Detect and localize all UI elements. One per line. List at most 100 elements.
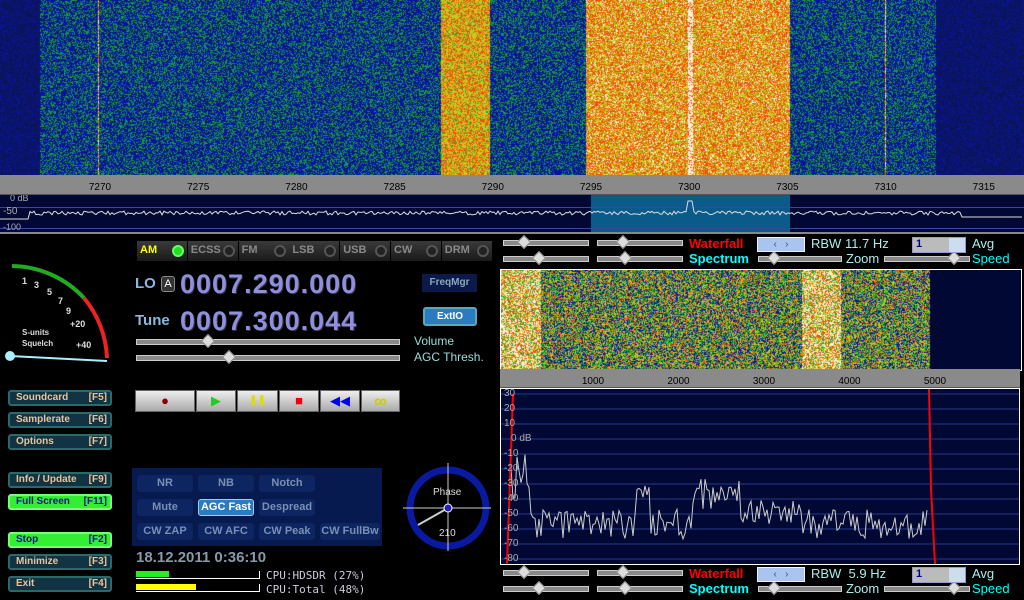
af-filter-edge[interactable] (506, 393, 514, 564)
stop-button[interactable]: ■ (279, 390, 319, 412)
button-label: Full Screen (16, 496, 70, 507)
agc-threshold-slider[interactable] (136, 349, 400, 365)
af-spectrum[interactable]: 30 20 10 0 dB -10 -20 -30 -40 -50 -60 -70 -80 (500, 388, 1020, 565)
avg-select[interactable]: 1 (912, 237, 966, 253)
spectrum-brightness-slider[interactable] (597, 580, 683, 596)
speed-label: Speed (972, 251, 1010, 266)
slider-knob[interactable] (516, 564, 532, 580)
slider-knob[interactable] (617, 580, 633, 596)
db-label: -10 (504, 448, 519, 459)
mode-led-icon (426, 245, 438, 257)
waterfall-contrast-slider[interactable] (503, 234, 589, 250)
rbw-stepper[interactable]: ‹ › (757, 237, 805, 252)
side-button-stop[interactable]: Stop [F2] (8, 532, 112, 548)
dsp-button-despread[interactable]: Despread (259, 499, 315, 516)
db-label: -30 (504, 478, 519, 489)
zoom-slider[interactable] (758, 250, 842, 266)
agc-label: AGC Thresh. (414, 350, 484, 364)
slider-knob[interactable] (766, 250, 782, 266)
spectrum-label: Spectrum (689, 581, 749, 596)
zoom-slider[interactable] (758, 580, 842, 596)
waterfall-brightness-slider[interactable] (597, 234, 683, 250)
frequency-tick-label: 7300 (678, 182, 701, 193)
side-button-options[interactable]: Options [F7] (8, 434, 112, 450)
tune-frequency[interactable]: 0007.300.044 (180, 306, 358, 336)
spectrum-brightness-slider[interactable] (597, 250, 683, 266)
avg-value: 1 (916, 568, 923, 580)
rf-frequency-axis[interactable]: 7270 7275 7280 7285 7290 7295 7300 7305 7310 7315 (0, 175, 1024, 195)
slider-knob[interactable] (531, 580, 547, 596)
side-button-info-update[interactable]: Info / Update [F9] (8, 472, 112, 488)
play-button[interactable]: ▶ (196, 390, 236, 412)
avg-label: Avg (972, 566, 995, 581)
mode-led-icon (273, 245, 286, 257)
mode-button-ecss[interactable]: ECSS (187, 241, 238, 261)
loop-button[interactable]: ∞ (361, 390, 400, 412)
af-waterfall[interactable] (500, 269, 1022, 371)
waterfall-brightness-slider[interactable] (597, 564, 683, 580)
db-label: -70 (504, 538, 519, 549)
dsp-button-agc-fast[interactable]: AGC Fast (198, 499, 254, 516)
volume-slider[interactable] (136, 333, 400, 349)
spectrum-contrast-slider[interactable] (503, 580, 589, 596)
mode-button-fm[interactable]: FM (238, 241, 289, 261)
mode-button-usb[interactable]: USB (340, 241, 391, 261)
button-label: Minimize (16, 556, 59, 567)
af-filter-edge[interactable] (928, 389, 936, 564)
smeter-scale: 5 (47, 287, 53, 297)
waterfall-contrast-slider[interactable] (503, 564, 589, 580)
slider-knob[interactable] (615, 234, 631, 250)
side-button-soundcard[interactable]: Soundcard [F5] (8, 390, 112, 406)
slider-knob[interactable] (516, 234, 532, 250)
side-button-minimize[interactable]: Minimize [F3] (8, 554, 112, 570)
rf-spectrum[interactable]: 0 dB -50 -100 (0, 195, 1024, 234)
side-button-samplerate[interactable]: Samplerate [F6] (8, 412, 112, 428)
pause-button[interactable]: ❚❚ (237, 390, 278, 412)
spectrum-label: Spectrum (689, 251, 749, 266)
lo-lock-badge[interactable]: A (161, 276, 175, 292)
dsp-button-cw-fullbw[interactable]: CW FullBw (320, 523, 380, 540)
speed-slider[interactable] (884, 580, 970, 596)
slider-knob[interactable] (766, 580, 782, 596)
mode-led-icon (222, 245, 235, 257)
mode-label: ECSS (190, 244, 221, 256)
freqmgr-button[interactable]: FreqMgr (422, 274, 477, 292)
dsp-button-nb[interactable]: NB (198, 475, 254, 492)
rf-waterfall[interactable] (0, 0, 1024, 175)
cpu-total-bar (136, 584, 260, 592)
dsp-button-notch[interactable]: Notch (259, 475, 315, 492)
slider-knob[interactable] (946, 250, 962, 266)
button-label: Info / Update (16, 474, 77, 485)
slider-knob[interactable] (531, 250, 547, 266)
mode-button-drm[interactable]: DRM (441, 241, 492, 261)
record-button[interactable]: ● (135, 390, 195, 412)
dsp-button-cw-zap[interactable]: CW ZAP (137, 523, 193, 540)
slider-knob[interactable] (615, 564, 631, 580)
dsp-button-cw-afc[interactable]: CW AFC (198, 523, 254, 540)
extio-button[interactable]: ExtIO (423, 307, 477, 326)
af-frequency-axis[interactable]: 1000 2000 3000 4000 5000 (500, 369, 1020, 388)
dsp-button-mute[interactable]: Mute (137, 499, 193, 516)
db-label: 0 dB (10, 195, 29, 203)
spectrum-contrast-slider[interactable] (503, 250, 589, 266)
slider-knob[interactable] (946, 580, 962, 596)
db-label: 20 (504, 403, 516, 414)
side-button-exit[interactable]: Exit [F4] (8, 576, 112, 592)
squelch-handle[interactable] (5, 351, 15, 361)
smeter-scale: 7 (58, 296, 64, 306)
speed-slider[interactable] (884, 250, 970, 266)
avg-select[interactable]: 1 (912, 567, 966, 583)
rewind-button[interactable]: ◀◀ (320, 390, 360, 412)
lo-frequency[interactable]: 0007.290.000 (180, 269, 358, 299)
mode-label: DRM (444, 244, 470, 256)
dsp-button-nr[interactable]: NR (137, 475, 193, 492)
slider-knob[interactable] (617, 250, 633, 266)
button-shortcut: [F4] (88, 578, 107, 589)
rbw-stepper[interactable]: ‹ › (757, 567, 805, 582)
mode-button-lsb[interactable]: LSB (289, 241, 340, 261)
side-button-full-screen[interactable]: Full Screen [F11] (8, 494, 112, 510)
phase-dial[interactable] (403, 463, 491, 551)
dsp-button-cw-peak[interactable]: CW Peak (259, 523, 315, 540)
mode-button-am[interactable]: AM (137, 241, 187, 261)
mode-button-cw[interactable]: CW (391, 241, 441, 261)
